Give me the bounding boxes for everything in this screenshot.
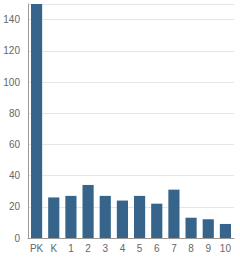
svg-text:20: 20	[9, 201, 21, 212]
svg-text:60: 60	[9, 139, 21, 150]
svg-text:2: 2	[85, 243, 91, 254]
svg-text:40: 40	[9, 170, 21, 181]
svg-text:140: 140	[3, 14, 20, 25]
svg-text:6: 6	[154, 243, 160, 254]
svg-text:9: 9	[205, 243, 211, 254]
svg-text:1: 1	[68, 243, 74, 254]
svg-text:K: K	[50, 243, 57, 254]
svg-text:80: 80	[9, 108, 21, 119]
svg-text:10: 10	[220, 243, 232, 254]
svg-text:5: 5	[137, 243, 143, 254]
svg-text:7: 7	[171, 243, 177, 254]
svg-text:4: 4	[120, 243, 126, 254]
svg-text:100: 100	[3, 77, 20, 88]
svg-text:3: 3	[102, 243, 108, 254]
svg-text:PK: PK	[30, 243, 44, 254]
svg-text:120: 120	[3, 45, 20, 56]
svg-text:8: 8	[188, 243, 194, 254]
svg-text:0: 0	[14, 233, 20, 244]
